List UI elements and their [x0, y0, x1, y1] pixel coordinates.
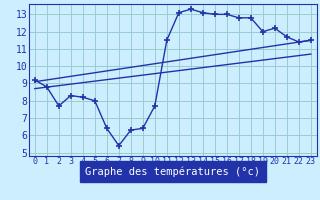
X-axis label: Graphe des températures (°c): Graphe des températures (°c)	[85, 166, 260, 177]
